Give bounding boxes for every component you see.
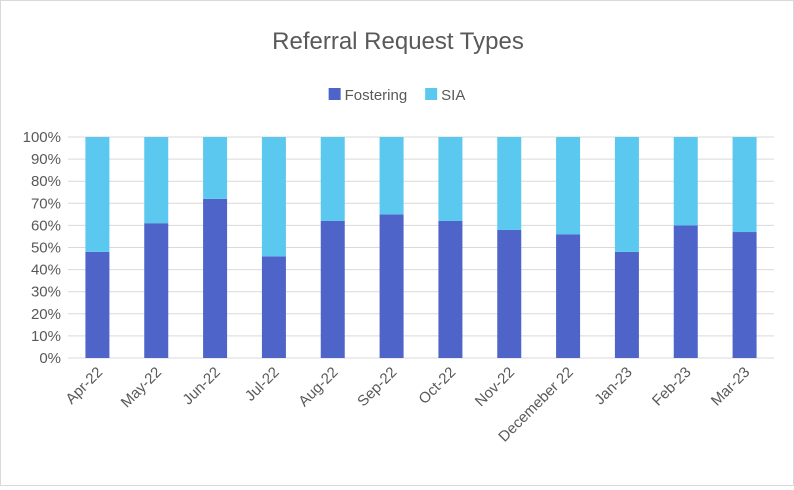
x-tick-label: Nov-22 [472,364,518,410]
chart-title: Referral Request Types [272,28,524,55]
chart-legend: Fostering SIA [328,87,465,104]
legend-label: Fostering [345,87,408,104]
bar-fostering [673,225,698,358]
bar-fostering [732,232,757,358]
bar-sia [732,137,757,233]
bar-sia [614,137,639,252]
bar-sia [438,137,463,221]
bars [85,137,757,358]
y-tick-label: 30% [31,284,61,301]
legend-swatch [425,88,438,100]
legend-label: SIA [441,87,465,104]
y-tick-label: 90% [31,151,61,168]
bar-fostering [379,214,404,358]
bar-sia [144,137,169,224]
x-tick-label: Sep-22 [354,364,400,410]
gridlines [68,136,774,359]
y-tick-label: 0% [39,350,61,367]
bar-fostering [203,198,228,358]
bar-fostering [614,251,639,358]
bar-sia [497,137,522,230]
bar-fostering [438,220,463,358]
bar-fostering [85,251,110,358]
legend-swatch [328,88,341,100]
x-tick-label: May-22 [118,364,165,411]
x-axis: Apr-22 May-22 Jun-22 Jul-22 Aug-22 Sep-22 Oct-… [62,364,753,446]
legend-item-fostering: Fostering [328,87,408,104]
x-tick-label: Aug-22 [295,364,341,410]
y-tick-label: 100% [23,129,61,146]
y-tick-label: 70% [31,195,61,212]
y-tick-label: 50% [31,240,61,257]
bar-sia [203,137,228,199]
bar-fostering [261,256,286,358]
y-tick-label: 10% [31,328,61,345]
bar-fostering [320,220,345,358]
bar-sia [556,137,581,235]
x-tick-label: Feb-23 [649,364,695,410]
bar-sia [261,137,286,257]
x-tick-label: Jul-22 [242,364,283,405]
bar-sia [379,137,404,215]
y-tick-label: 80% [31,173,61,190]
y-tick-label: 40% [31,262,61,279]
legend-item-sia: SIA [425,87,465,104]
x-tick-label: Jun-22 [179,364,223,408]
y-axis: 0% 10% 20% 30% 40% 50% 60% 70% 80% 90% 100% [23,129,61,367]
bar-sia [320,137,345,221]
bar-fostering [497,229,522,358]
x-tick-label: Oct-22 [415,364,459,408]
y-tick-label: 20% [31,306,61,323]
bar-fostering [144,223,169,358]
x-tick-label: Apr-22 [62,364,106,408]
x-tick-label: Mar-23 [708,364,754,410]
bar-fostering [556,234,581,358]
bar-sia [673,137,698,226]
bar-sia [85,137,110,252]
x-tick-label: Jan-23 [591,364,635,408]
y-tick-label: 60% [31,217,61,234]
